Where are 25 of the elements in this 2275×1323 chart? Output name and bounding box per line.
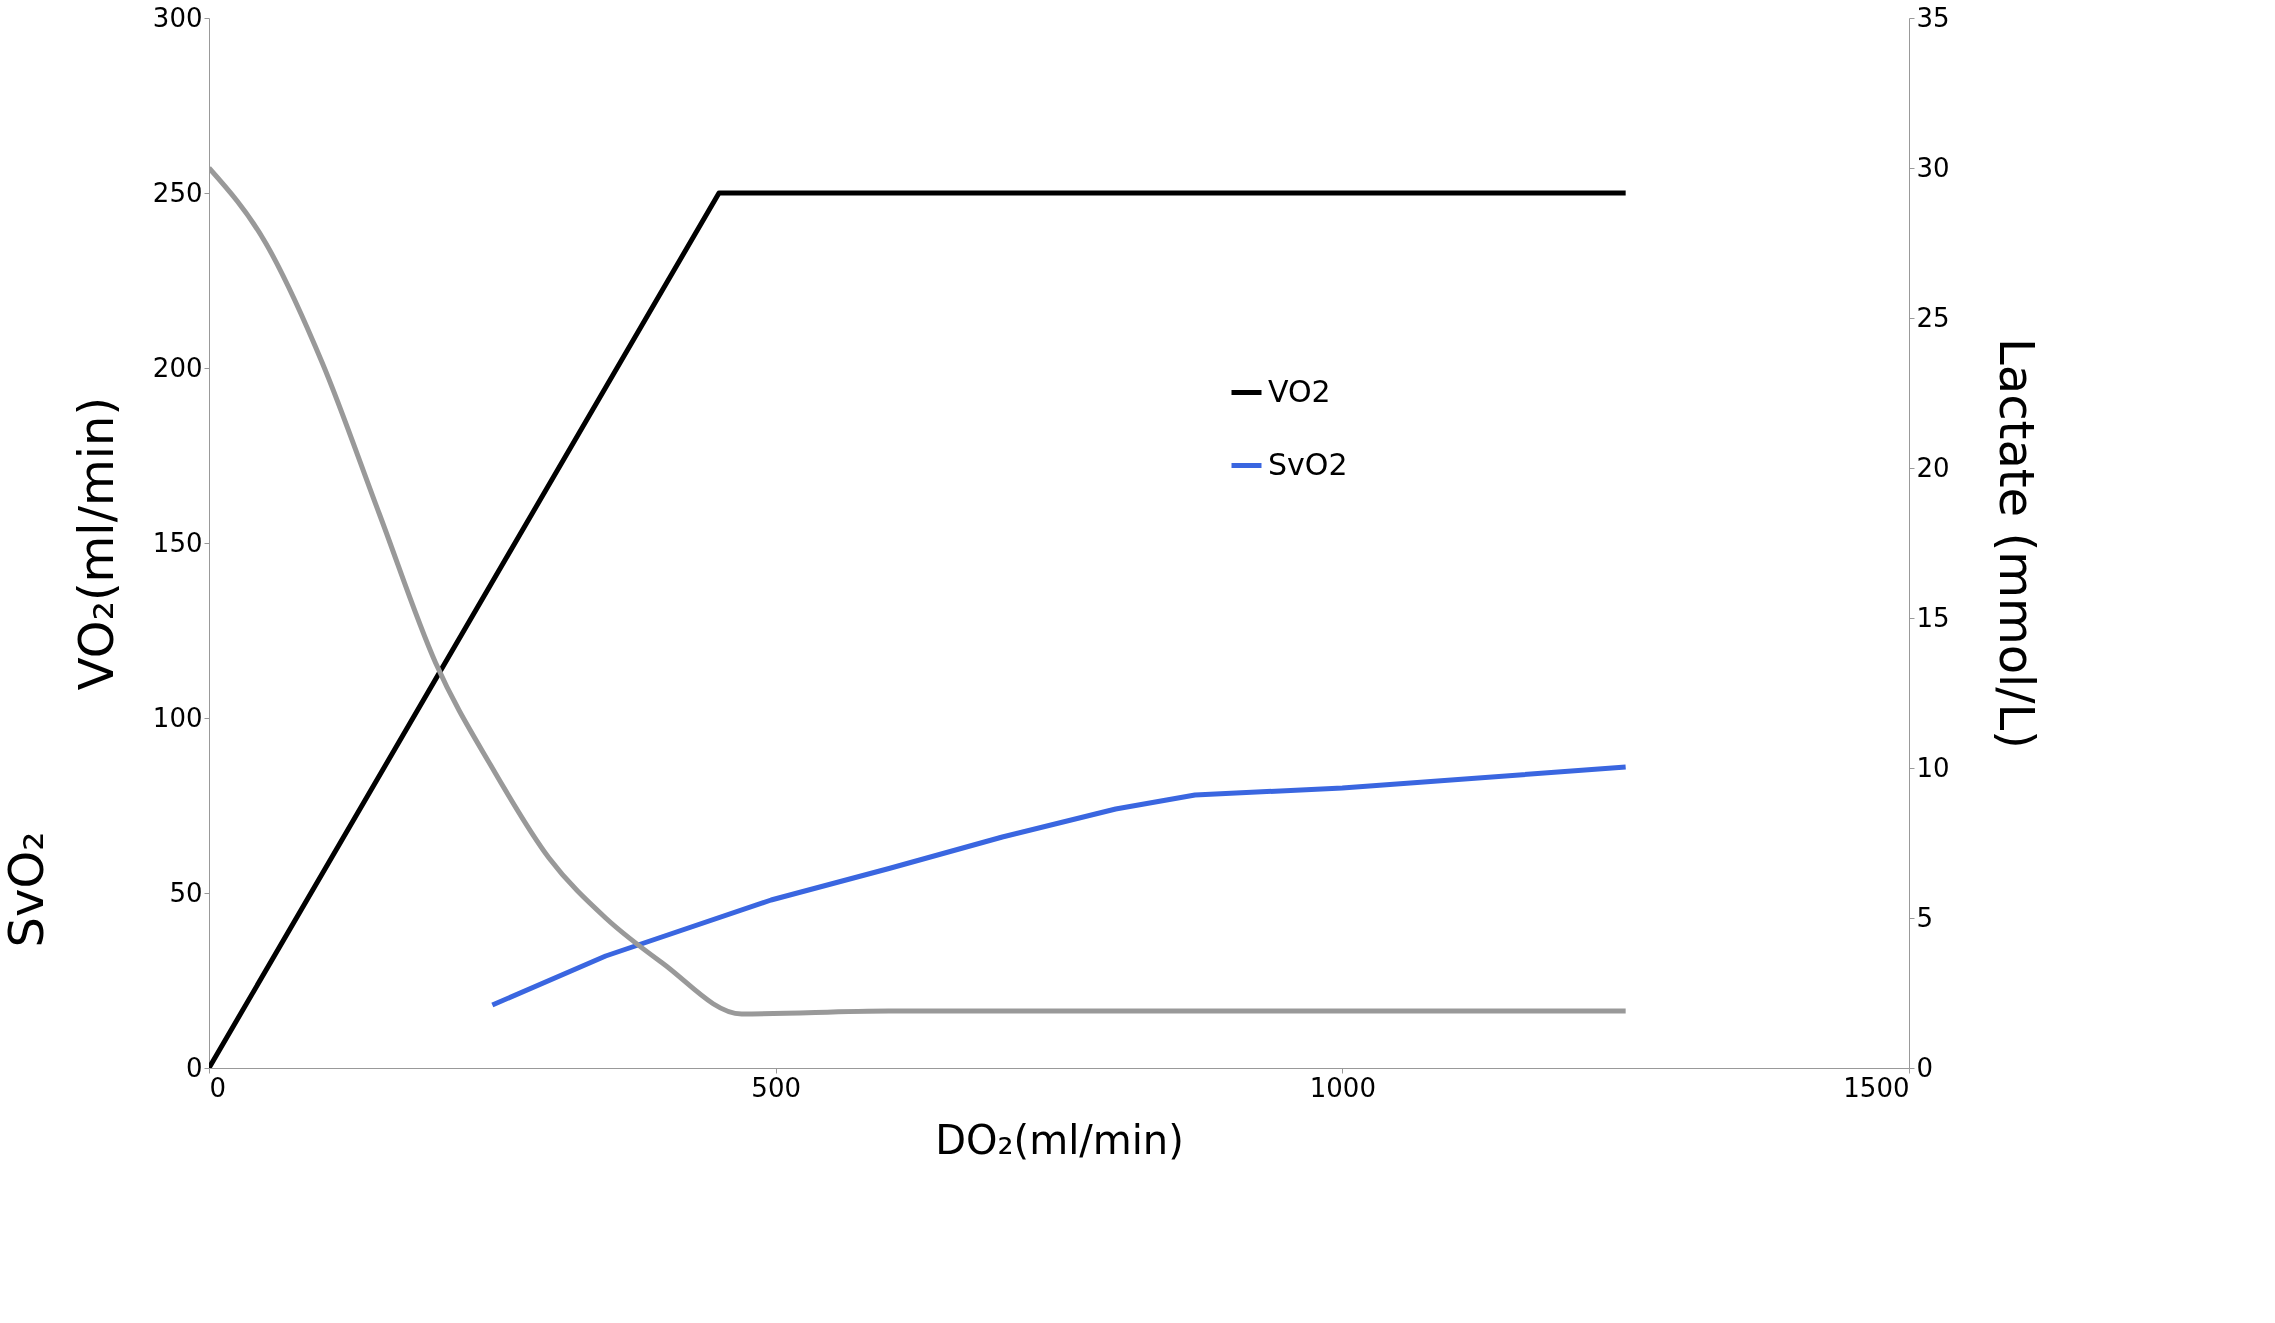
x-axis-title: DO₂(ml/min) [935, 1116, 1184, 1163]
x-tick-label: 500 [751, 1072, 801, 1103]
legend-label: VO2 [1268, 373, 1331, 409]
x-tick-label: 1500 [1843, 1072, 1910, 1103]
y-tick-label: 0 [185, 1052, 203, 1083]
y2-tick-label: 0 [1916, 1052, 1934, 1083]
y-tick-label: 200 [152, 352, 203, 383]
y-axis-title: VO₂(ml/min) [67, 396, 124, 691]
y-tick-label: 300 [152, 2, 203, 33]
text: SvO₂ [0, 831, 54, 948]
y2-tick-label: 20 [1916, 452, 1950, 483]
y2-tick-label: 30 [1916, 152, 1950, 183]
y-tick-label: 150 [152, 527, 203, 558]
y2-tick-label: 35 [1916, 2, 1950, 33]
y2-tick-label: 5 [1916, 902, 1934, 933]
y2-tick-label: 15 [1916, 602, 1950, 633]
y2-axis-title: Lactate (mmol/L) [1988, 338, 2045, 749]
y-tick-label: 50 [169, 877, 203, 908]
legend-label: SvO2 [1268, 446, 1348, 482]
y-tick-label: 250 [152, 177, 203, 208]
y2-tick-label: 25 [1916, 302, 1950, 333]
x-tick-label: 0 [209, 1072, 227, 1103]
x-tick-label: 1000 [1309, 1072, 1376, 1103]
y2-tick-label: 10 [1916, 752, 1950, 783]
y-tick-label: 100 [152, 702, 203, 733]
